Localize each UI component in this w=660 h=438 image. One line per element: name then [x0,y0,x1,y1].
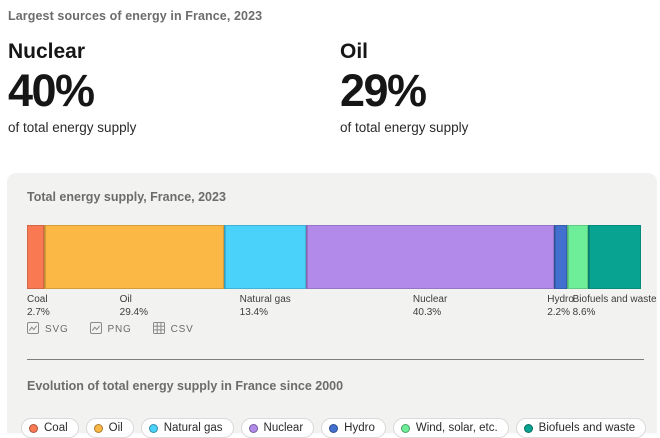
export-row: SVG PNG CSV [27,322,637,337]
bar-label-nuclear: Nuclear 40.3% [412,294,448,318]
legend-chip-coal[interactable]: Coal [21,418,79,438]
legend-chip-label: Oil [108,422,123,434]
legend-chip-label: Hydro [344,422,375,434]
legend-chip-label: Wind, solar, etc. [415,422,498,434]
bar-labels: Coal 2.7% Oil 29.4% Natural gas 13.4% Nuclear 4… [27,293,657,319]
image-icon [89,322,102,337]
legend-chip-biofuels-and-waste[interactable]: Biofuels and waste [515,418,647,438]
legend-dot-oil [93,423,103,433]
stat-nuclear-label: Nuclear [8,40,86,63]
legend-chip-natural-gas[interactable]: Natural gas [140,418,234,438]
bar-segment-oil[interactable] [43,225,225,289]
export-button-label: PNG [107,324,132,335]
stat-nuclear-value: 40% [8,65,95,117]
key-stats: Nuclear 40% of total energy supply Oil 2… [8,40,660,135]
legend: Coal Oil Natural gas Nuclear Hydro Wind, sola… [21,418,647,438]
legend-dot-natural-gas [148,423,158,433]
bar-segment-nuclear[interactable] [306,225,554,289]
legend-chip-label: Coal [44,422,68,434]
export-button-label: SVG [45,324,69,335]
bar-segment-biofuels-and-waste[interactable] [588,225,641,289]
page-title: Largest sources of energy in France, 202… [8,9,263,23]
stat-oil: Oil 29% of total energy supply [340,40,660,135]
export-svg-button[interactable]: SVG [27,322,69,337]
legend-dot-hydro [329,423,339,433]
legend-chip-label: Biofuels and waste [538,422,636,434]
bar-label-oil: Oil 29.4% [119,294,149,318]
chart-title: Total energy supply, France, 2023 [27,190,226,204]
export-png-button[interactable]: PNG [89,322,132,337]
stat-oil-value: 29% [340,65,427,117]
stat-oil-label: Oil [340,40,369,63]
bar-label-natural-gas: Natural gas 13.4% [239,294,291,318]
bar-segment-coal[interactable] [27,225,44,289]
table-icon [152,322,165,337]
export-csv-button[interactable]: CSV [152,322,194,337]
bar-segment-natural-gas[interactable] [224,225,307,289]
bar-label-hydro: Hydro 2.2% [547,294,574,318]
bar-segment-hydro[interactable] [553,225,568,289]
legend-chip-wind-solar-etc[interactable]: Wind, solar, etc. [392,418,509,438]
evolution-section-title: Evolution of total energy supply in Fran… [27,379,344,393]
legend-chip-nuclear[interactable]: Nuclear [240,418,315,438]
legend-dot-nuclear [248,423,258,433]
stat-nuclear: Nuclear 40% of total energy supply [8,40,340,135]
image-icon [27,322,39,337]
chart-card: Total energy supply, France, 2023 Coal 2.… [7,173,657,438]
legend-chip-label: Natural gas [163,422,223,434]
bar-label-coal: Coal 2.7% [27,294,50,318]
legend-chip-oil[interactable]: Oil [85,418,134,438]
legend-dot-wind-solar-etc [400,423,410,433]
bar-segment-wind-solar-etc[interactable] [567,225,589,289]
stacked-bar-chart: Coal 2.7% Oil 29.4% Natural gas 13.4% Nuclear 4… [27,225,657,319]
legend-chip-label: Nuclear [263,422,304,434]
export-button-label: CSV [170,324,194,335]
bar-label-biofuels-and-waste: Biofuels and waste 8.6% [572,294,657,318]
legend-chip-hydro[interactable]: Hydro [321,418,386,438]
stacked-bar [27,225,641,289]
legend-dot-biofuels-and-waste [523,423,533,433]
divider [27,359,644,360]
legend-dot-coal [29,423,38,433]
stat-oil-caption: of total energy supply [340,120,469,136]
stat-nuclear-caption: of total energy supply [8,120,137,136]
